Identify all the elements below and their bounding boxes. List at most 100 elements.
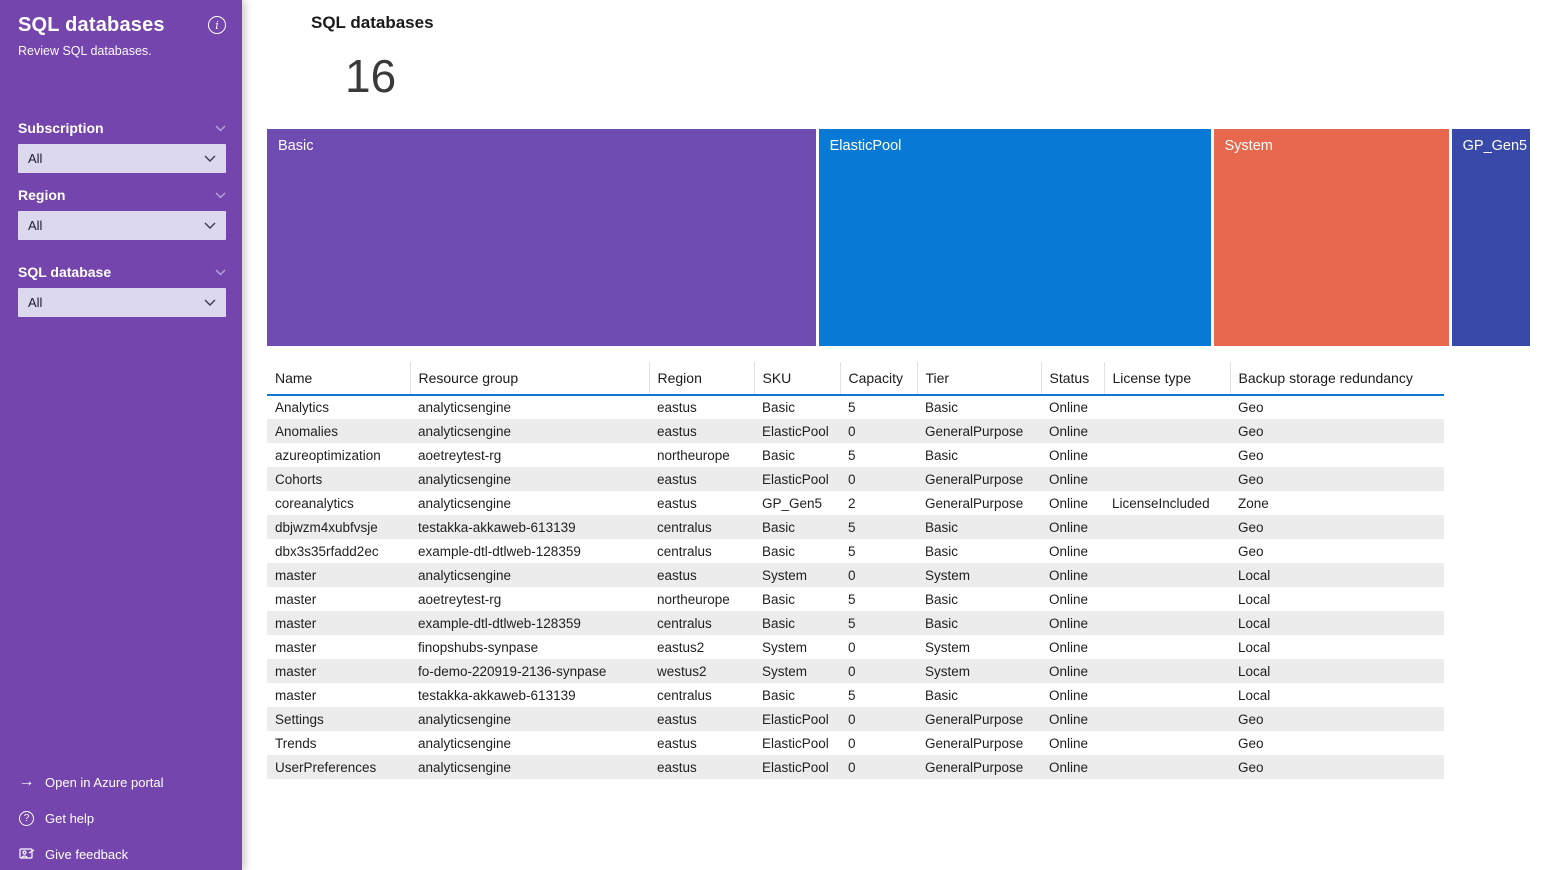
sql-database-select[interactable]: All [18,288,226,317]
table-row[interactable]: dbjwzm4xubfvsje testakka-akkaweb-613139 ce… [267,515,1444,539]
table-cell: 0 [848,471,856,487]
region-select-value: All [28,218,43,233]
table-cell: Basic [762,447,796,463]
table-row[interactable]: master aoetreytest-rg northeurope Basic 5 Bas… [267,587,1444,611]
column-header-tier[interactable]: Tier [916,362,1041,396]
table-cell [1104,563,1230,587]
get-help-label: Get help [45,811,95,826]
table-cell: System [925,663,971,679]
table-cell: Online [1049,735,1089,751]
column-header-resource-group[interactable]: Resource group [409,362,649,396]
table-cell: Geo [1238,519,1264,535]
sidebar-header: SQL databases i [18,14,226,37]
table-cell: analyticsengine [418,471,512,487]
table-cell: Settings [275,711,324,727]
table-cell: ElasticPool [762,711,829,727]
table-cell: analyticsengine [418,400,512,415]
region-select[interactable]: All [18,211,226,240]
treemap-segment-label: Basic [278,138,314,154]
table-cell: System [762,663,808,679]
treemap-segment-system[interactable]: System [1213,129,1449,346]
table-cell: dbx3s35rfadd2ec [275,543,379,559]
sql-databases-table: Name Resource group Region SKU Capacity Tier S… [267,362,1444,779]
table-row[interactable]: master example-dtl-dtlweb-128359 centralus… [267,611,1444,635]
table-cell: eastus [657,495,697,511]
table-cell [1104,707,1230,731]
table-cell: System [762,639,808,655]
table-cell: master [275,615,317,631]
table-cell: Basic [925,519,959,535]
table-cell: 5 [848,400,856,415]
table-row[interactable]: coreanalytics analyticsengine eastus GP_Gen… [267,491,1444,515]
table-cell: Local [1238,687,1271,703]
open-in-azure-portal-link[interactable]: → Open in Azure portal [18,774,164,790]
table-cell: Online [1049,663,1089,679]
column-header-backup-storage-redundancy[interactable]: Backup storage redundancy [1229,362,1444,396]
table-cell: 5 [848,447,856,463]
table-cell: 5 [848,519,856,535]
treemap-segment-basic[interactable]: Basic [267,129,816,346]
table-cell: Online [1049,639,1089,655]
table-cell: example-dtl-dtlweb-128359 [418,615,581,631]
chevron-down-icon[interactable] [215,125,226,132]
column-header-license-type[interactable]: License type [1103,362,1230,396]
table-row[interactable]: master fo-demo-220919-2136-synpase westus2… [267,659,1444,683]
table-cell: Basic [925,543,959,559]
column-header-region[interactable]: Region [648,362,754,396]
table-cell [1104,539,1230,563]
table-cell: System [925,567,971,583]
table-cell [1104,395,1230,419]
sidebar-title: SQL databases [18,14,165,36]
info-icon[interactable]: i [208,16,226,34]
table-cell: eastus [657,567,697,583]
table-row[interactable]: Analytics analyticsengine eastus Basic 5 Basi… [267,395,1444,419]
table-cell: eastus2 [657,639,705,655]
table-cell: dbjwzm4xubfvsje [275,519,378,535]
table-cell: Basic [925,591,959,607]
column-header-name[interactable]: Name [267,362,410,396]
table-cell: Online [1049,567,1089,583]
treemap-segment-gp_gen5[interactable]: GP_Gen5 [1451,129,1530,346]
table-cell: GeneralPurpose [925,423,1024,439]
column-header-sku[interactable]: SKU [753,362,840,396]
table-cell: GeneralPurpose [925,735,1024,751]
table-cell: LicenseIncluded [1112,495,1210,511]
subscription-select[interactable]: All [18,144,226,173]
table-cell: coreanalytics [275,495,354,511]
table-cell: master [275,591,317,607]
table-row[interactable]: UserPreferences analyticsengine eastus Elas… [267,755,1444,779]
table-cell: Local [1238,663,1271,679]
sidebar: SQL databases i Review SQL databases. Su… [0,0,242,870]
chevron-down-icon[interactable] [215,269,226,276]
column-header-status[interactable]: Status [1040,362,1104,396]
table-cell [1104,755,1230,779]
table-row[interactable]: azureoptimization aoetreytest-rg northeuro… [267,443,1444,467]
table-cell: centralus [657,687,712,703]
table-cell [1104,467,1230,491]
give-feedback-link[interactable]: Give feedback [18,847,164,862]
table-row[interactable]: Anomalies analyticsengine eastus ElasticPoo… [267,419,1444,443]
table-row[interactable]: dbx3s35rfadd2ec example-dtl-dtlweb-128359… [267,539,1444,563]
table-cell: Online [1049,495,1089,511]
table-row[interactable]: master analyticsengine eastus System 0 System… [267,563,1444,587]
table-cell: Basic [925,447,959,463]
table-row[interactable]: Trends analyticsengine eastus ElasticPool 0 G… [267,731,1444,755]
table-cell: Local [1238,639,1271,655]
table-row[interactable]: master finopshubs-synpase eastus2 System 0 Sy… [267,635,1444,659]
table-cell: Geo [1238,759,1264,775]
column-header-capacity[interactable]: Capacity [839,362,917,396]
table-cell: Zone [1238,495,1269,511]
table-cell: ElasticPool [762,759,829,775]
treemap-segment-elasticpool[interactable]: ElasticPool [818,129,1211,346]
table-cell: Basic [762,543,796,559]
feedback-icon [18,847,35,862]
chevron-down-icon[interactable] [215,192,226,199]
table-row[interactable]: master testakka-akkaweb-613139 centralus Ba… [267,683,1444,707]
get-help-link[interactable]: ? Get help [18,811,164,826]
table-cell: eastus [657,735,697,751]
table-row[interactable]: Settings analyticsengine eastus ElasticPool… [267,707,1444,731]
table-cell: aoetreytest-rg [418,591,502,607]
table-cell: GeneralPurpose [925,471,1024,487]
table-row[interactable]: Cohorts analyticsengine eastus ElasticPool 0… [267,467,1444,491]
